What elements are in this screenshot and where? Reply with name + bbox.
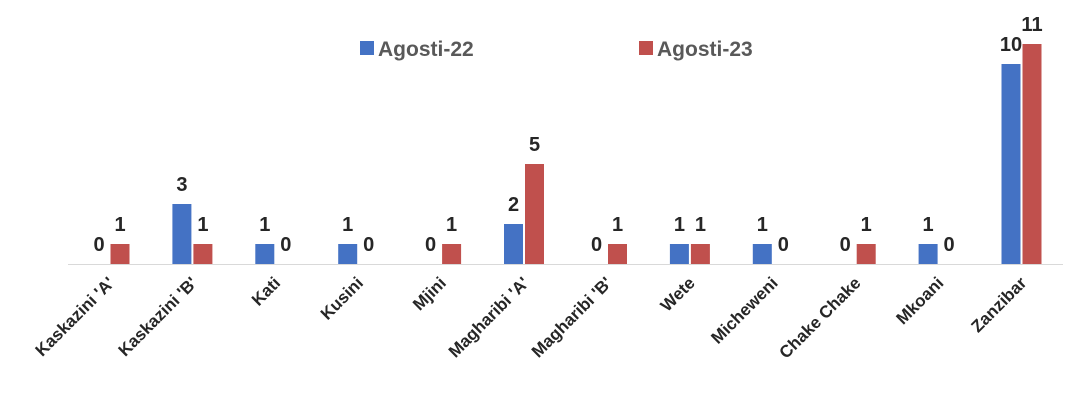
data-label-series-1-10: 0 — [944, 234, 955, 256]
data-label-series-1-5: 5 — [529, 134, 540, 156]
bar-series-0-5 — [504, 224, 523, 264]
x-tick-labels: Kaskazini 'A'Kaskazini 'B' Kati Kusini Mjin… — [32, 273, 1031, 362]
bar-series-1-11 — [1022, 44, 1042, 264]
bar-series-1-6 — [608, 244, 627, 264]
data-label-series-1-11: 11 — [1021, 14, 1042, 36]
data-label-series-1-7: 1 — [695, 214, 706, 236]
bar-series-0-7 — [669, 244, 689, 264]
data-label-series-1-3: 0 — [363, 234, 374, 256]
data-label-series-0-0: 0 — [93, 234, 104, 256]
data-label-series-1-2: 0 — [280, 234, 291, 256]
data-label-series-1-0: 1 — [114, 214, 125, 236]
data-label-series-1-8: 0 — [778, 234, 789, 256]
data-label-series-0-9: 0 — [840, 234, 851, 256]
bar-series-1-9 — [856, 244, 876, 264]
x-tick-label-6: Magharibi 'B' — [528, 273, 616, 361]
data-label-series-0-6: 0 — [591, 234, 602, 256]
legend-label-series-0: Agosti-22 — [378, 38, 474, 61]
x-tick-label-8: Micheweni — [707, 273, 781, 347]
bar-series-0-2 — [255, 244, 275, 264]
bar-series-0-11 — [1001, 64, 1021, 264]
data-label-series-1-9: 1 — [861, 214, 872, 236]
x-tick-label-1: Kaskazini 'B' — [115, 273, 202, 360]
bar-series-1-0 — [110, 244, 130, 264]
x-tick-label-10: Mkoani — [893, 273, 948, 328]
x-tick-label-7: Wete — [657, 273, 699, 315]
x-tick-label-9: Chake Chake — [776, 273, 865, 362]
data-label-series-1-1: 1 — [197, 214, 208, 236]
x-tick-label-2: Kati — [248, 273, 284, 309]
legend-label-series-1: Agosti-23 — [657, 38, 753, 61]
data-label-series-0-8: 1 — [757, 214, 768, 236]
data-label-series-0-3: 1 — [342, 214, 353, 236]
bar-series-0-8 — [752, 244, 772, 264]
legend-swatch-series-1 — [639, 41, 653, 55]
data-label-series-0-4: 0 — [425, 234, 436, 256]
bars — [110, 44, 1042, 264]
x-tick-label-5: Magharibi 'A' — [445, 273, 533, 361]
legend-swatch-series-0 — [360, 41, 374, 55]
data-label-series-0-2: 1 — [259, 214, 270, 236]
x-tick-label-11: Zanzibar — [967, 273, 1030, 336]
bar-series-0-3 — [338, 244, 358, 264]
legend: Agosti-22 Agosti-23 — [360, 38, 753, 61]
bar-series-1-5 — [525, 164, 544, 264]
data-label-series-1-6: 1 — [612, 214, 623, 236]
bar-series-0-10 — [918, 244, 938, 264]
bar-series-1-1 — [193, 244, 213, 264]
bar-series-0-1 — [172, 204, 192, 264]
bar-series-1-4 — [442, 244, 462, 264]
data-label-series-0-7: 1 — [674, 214, 685, 236]
x-tick-label-3: Kusini — [317, 273, 367, 323]
data-label-series-0-11: 10 — [1000, 34, 1022, 56]
x-tick-label-0: Kaskazini 'A' — [32, 273, 119, 360]
data-label-series-0-5: 2 — [508, 194, 519, 216]
data-label-series-0-1: 3 — [176, 174, 187, 196]
bar-series-1-7 — [690, 244, 710, 264]
data-label-series-0-10: 1 — [923, 214, 934, 236]
x-tick-label-4: Mjini — [409, 273, 450, 314]
data-label-series-1-4: 1 — [446, 214, 457, 236]
